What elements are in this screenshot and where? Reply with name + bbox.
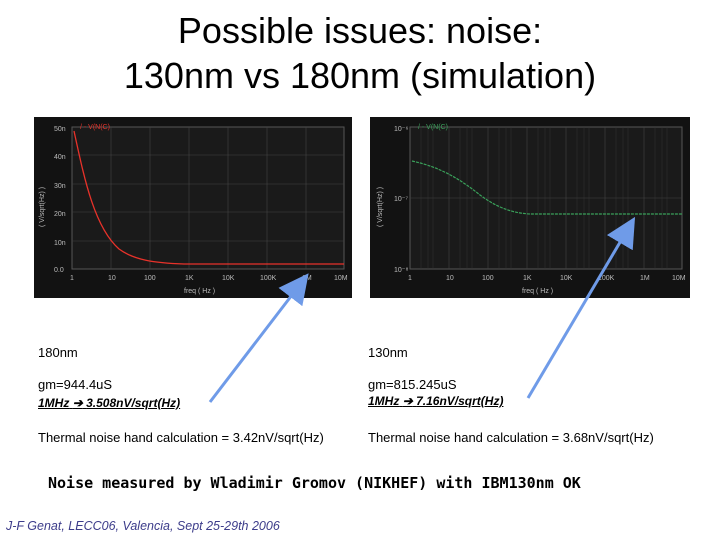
freq-130nm: 1MHz bbox=[368, 394, 400, 408]
plot-180-ytick: 0.0 bbox=[54, 267, 64, 274]
plot-180-ytick: 20n bbox=[54, 211, 66, 218]
label-180nm: 180nm bbox=[38, 345, 78, 360]
title-line-2: 130nm vs 180nm (simulation) bbox=[123, 55, 597, 96]
plot-180nm: 50n 40n 30n 20n 10n 0.0 1 10 100 1K 10K … bbox=[34, 117, 352, 298]
plot-130-ytick: 10⁻⁶ bbox=[394, 126, 408, 133]
footer-credit: J-F Genat, LECC06, Valencia, Sept 25-29t… bbox=[6, 519, 280, 533]
plot-180-xtick: 10K bbox=[222, 275, 235, 282]
plot-180-y-label: ( V/sqrt(Hz) ) bbox=[39, 187, 46, 227]
plot-130-xtick: 10M bbox=[672, 275, 686, 282]
plot-180-xtick: 100 bbox=[144, 275, 156, 282]
thermal-noise-180nm: Thermal noise hand calculation = 3.42nV/… bbox=[38, 430, 324, 445]
plot-130-grid bbox=[410, 127, 682, 269]
plot-180-legend: / - V(N(C) bbox=[80, 124, 110, 131]
label-130nm: 130nm bbox=[368, 345, 408, 360]
plot-180-xtick: 1 bbox=[70, 275, 74, 282]
plot-180-ytick: 50n bbox=[54, 126, 66, 133]
plot-130-noise-curve bbox=[411, 160, 682, 215]
measurement-note: Noise measured by Wladimir Gromov (NIKHE… bbox=[48, 474, 581, 492]
callout-arrow-130nm bbox=[526, 216, 636, 399]
plot-130-ytick: 10⁻⁷ bbox=[394, 196, 408, 203]
plot-130nm: 10⁻⁶ 10⁻⁷ 10⁻⁸ 1 10 100 1K 10K 100K 1M 1… bbox=[370, 117, 690, 298]
plot-130-ytick: 10⁻⁸ bbox=[394, 267, 408, 274]
plot-180-xtick: 1K bbox=[185, 275, 194, 282]
noise-result-130nm: 1MHz ➔ 7.16nV/sqrt(Hz) bbox=[368, 394, 503, 408]
plot-130-xtick: 100 bbox=[482, 275, 494, 282]
gm-130nm: gm=815.245uS bbox=[368, 377, 457, 392]
callout-arrow-180nm bbox=[208, 273, 309, 403]
freq-180nm: 1MHz bbox=[38, 396, 70, 410]
plot-130-xtick: 100K bbox=[598, 275, 615, 282]
plot-130-xtick: 1 bbox=[408, 275, 412, 282]
title-line-1: Possible issues: noise: bbox=[177, 10, 543, 51]
plot-180-xtick: 100K bbox=[260, 275, 277, 282]
plot-180-x-label: freq ( Hz ) bbox=[184, 288, 215, 295]
plot-130-xtick: 10 bbox=[446, 275, 454, 282]
arrow-right-icon: ➔ bbox=[72, 396, 83, 410]
plot-130-xtick: 10K bbox=[560, 275, 573, 282]
plot-130-x-label: freq ( Hz ) bbox=[522, 288, 553, 295]
plot-180-xtick: 10M bbox=[334, 275, 348, 282]
plot-130-y-label: ( V/sqrt(Hz) ) bbox=[377, 187, 384, 227]
noise-value-130nm: 7.16nV/sqrt(Hz) bbox=[416, 394, 504, 408]
plot-130-legend: / - V(N(C) bbox=[418, 124, 448, 131]
gm-180nm: gm=944.4uS bbox=[38, 377, 113, 392]
plot-180-ytick: 30n bbox=[54, 183, 66, 190]
noise-value-180nm: 3.508nV/sqrt(Hz) bbox=[86, 396, 181, 410]
plot-180-grid bbox=[72, 127, 344, 269]
plot-180-ytick: 40n bbox=[54, 154, 66, 161]
plot-180-noise-curve bbox=[73, 130, 344, 265]
slide-title: Possible issues: noise: 130nm vs 180nm (… bbox=[0, 8, 720, 98]
plot-180-xtick: 10 bbox=[108, 275, 116, 282]
plot-180-ytick: 10n bbox=[54, 240, 66, 247]
plot-130-xtick: 1M bbox=[640, 275, 650, 282]
plot-130-xtick: 1K bbox=[523, 275, 532, 282]
noise-result-180nm: 1MHz ➔ 3.508nV/sqrt(Hz) bbox=[38, 396, 180, 410]
arrow-right-icon: ➔ bbox=[402, 394, 413, 408]
thermal-noise-130nm: Thermal noise hand calculation = 3.68nV/… bbox=[368, 430, 654, 445]
